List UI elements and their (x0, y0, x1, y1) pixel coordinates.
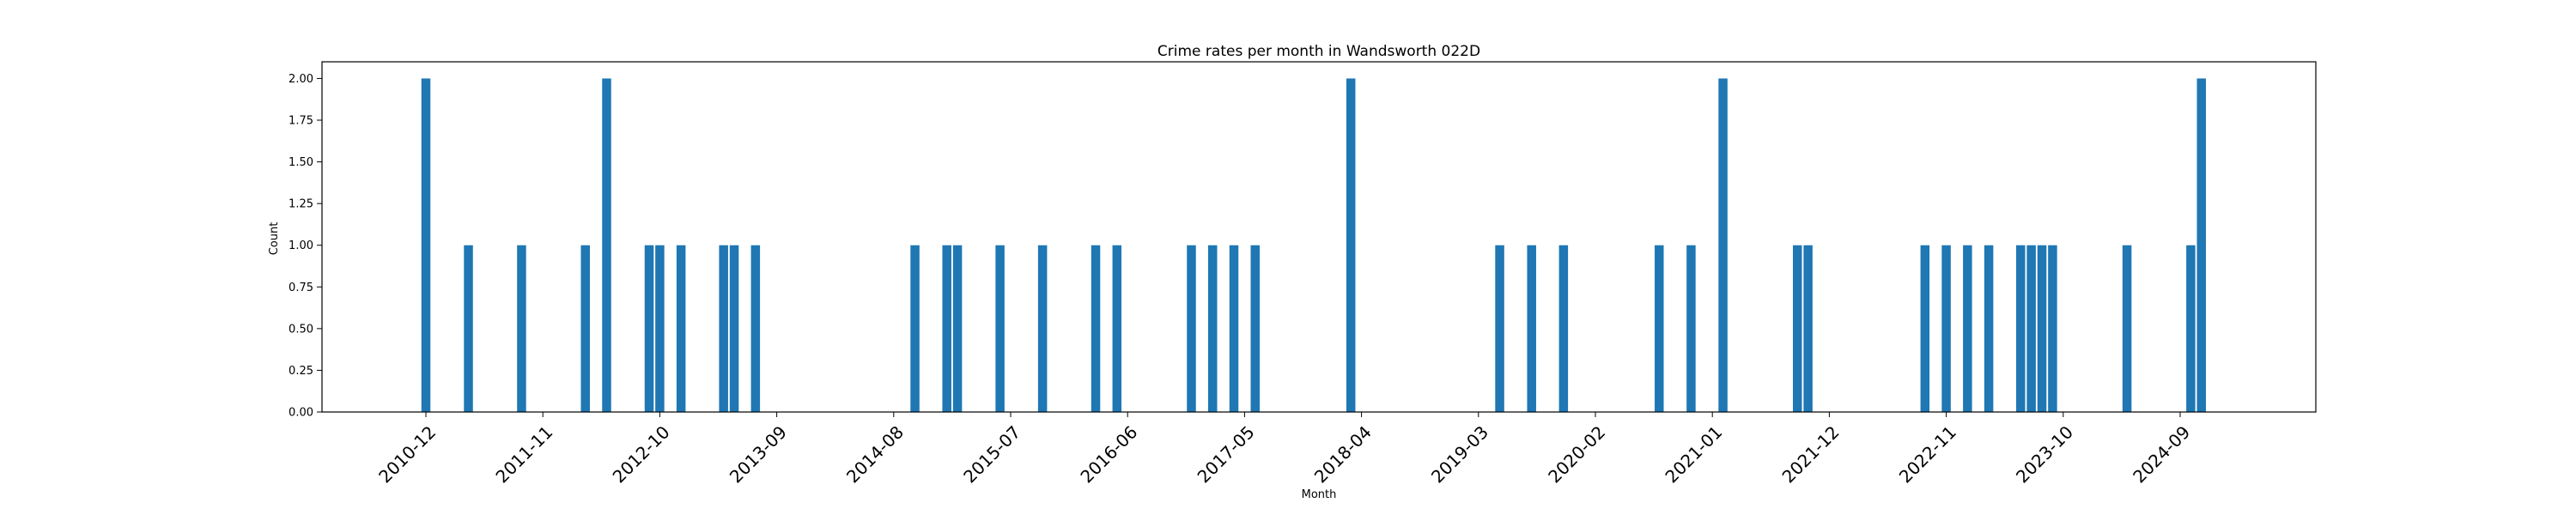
y-axis-ticks: 0.00 0.25 0.50 0.75 1.00 1.25 1.50 1.75 2.00 (289, 73, 322, 420)
x-tick-label: 2021-12 (1778, 421, 1844, 487)
x-tick-label: 2012-10 (609, 421, 674, 487)
y-tick-label: 0.00 (289, 407, 313, 420)
x-tick-label: 2024-09 (2129, 421, 2194, 487)
x-tick-label: 2011-11 (491, 421, 556, 487)
x-tick-label: 2022-11 (1895, 421, 1960, 487)
bar (1963, 245, 1972, 412)
bar (2186, 245, 2196, 412)
y-tick-label: 0.25 (289, 365, 313, 378)
plot-frame (321, 61, 2317, 413)
bar (1346, 78, 1356, 413)
bar-group (421, 78, 2207, 413)
bar (1495, 245, 1504, 412)
bar (2048, 245, 2057, 412)
x-tick-label: 2014-08 (842, 421, 908, 487)
bar (1187, 245, 1196, 412)
x-tick-label: 2018-04 (1310, 421, 1376, 487)
bar (1527, 245, 1536, 412)
bar (1686, 245, 1696, 412)
bar (1091, 245, 1101, 412)
bar (2037, 245, 2047, 412)
bar (729, 245, 739, 412)
bar (517, 245, 526, 412)
bar (1718, 78, 1728, 413)
bar (2196, 78, 2207, 413)
bar (644, 245, 654, 412)
y-tick-label: 0.75 (289, 282, 313, 294)
y-tick-label: 1.50 (289, 156, 313, 169)
bar (719, 245, 728, 412)
x-tick-label: 2020-02 (1544, 421, 1609, 487)
x-axis-ticks: 2010-12 2011-11 2012-10 2013-09 2014-08 2015-… (374, 412, 2194, 487)
bar (464, 245, 473, 412)
x-tick-label: 2010-12 (374, 421, 440, 487)
x-tick-label: 2023-10 (2012, 421, 2077, 487)
x-tick-label: 2016-06 (1076, 421, 1141, 487)
bar (421, 78, 431, 413)
x-tick-label: 2019-03 (1427, 421, 1492, 487)
x-tick-label: 2013-09 (726, 421, 791, 487)
bar (1920, 245, 1930, 412)
x-tick-label: 2017-05 (1194, 421, 1259, 487)
bar (1984, 245, 1994, 412)
bar (676, 245, 686, 412)
x-tick-label: 2021-01 (1661, 421, 1726, 487)
bar (1208, 245, 1218, 412)
y-tick-label: 1.25 (289, 198, 313, 211)
bar (1558, 245, 1569, 412)
bar (750, 245, 761, 412)
bar (1655, 245, 1664, 412)
bar (1250, 245, 1261, 412)
bar (1793, 245, 1802, 412)
y-tick-label: 1.75 (289, 115, 313, 128)
y-tick-label: 2.00 (289, 73, 313, 86)
bar (910, 245, 920, 412)
bar (1229, 245, 1239, 412)
y-tick-label: 1.00 (289, 239, 313, 252)
y-axis-label: Count (268, 222, 281, 256)
bar (995, 245, 1005, 412)
bar (1803, 245, 1813, 412)
chart-title: Crime rates per month in Wandsworth 022D (1157, 43, 1480, 60)
y-tick-label: 0.50 (289, 323, 313, 336)
bar (2016, 245, 2026, 412)
bar (655, 245, 665, 412)
bar (602, 78, 611, 413)
bar (2026, 245, 2036, 412)
bar (1941, 245, 1951, 412)
x-tick-label: 2015-07 (959, 421, 1024, 487)
bar (1112, 245, 1122, 412)
x-axis-label: Month (1302, 488, 1337, 501)
bar (580, 245, 590, 412)
bar (942, 245, 951, 412)
bar (2122, 245, 2132, 412)
bar (1037, 245, 1048, 412)
bar (952, 245, 963, 412)
